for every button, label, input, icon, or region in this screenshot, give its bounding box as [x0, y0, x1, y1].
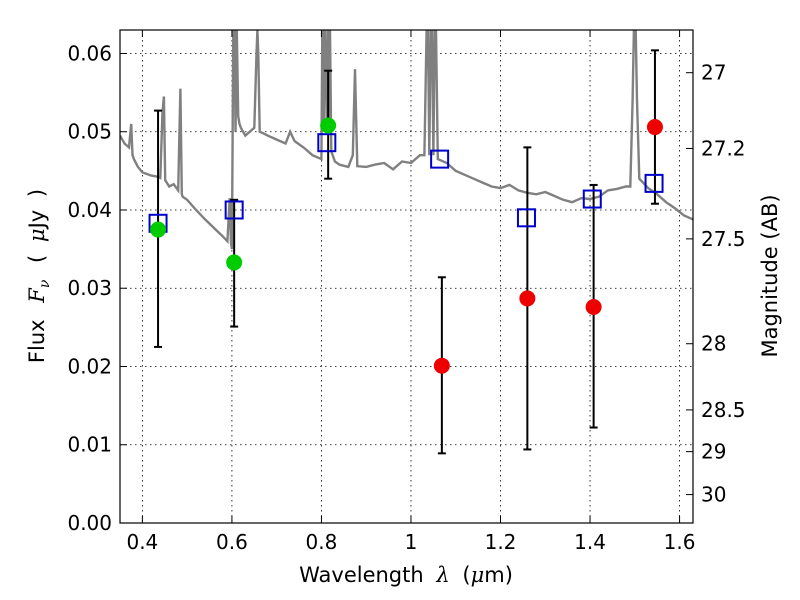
- x-tick-label: 1.4: [574, 530, 606, 554]
- x-tick-label: 0.4: [126, 530, 158, 554]
- y-tick-label: 0.00: [67, 511, 112, 535]
- x-tick-label: 1.6: [664, 530, 696, 554]
- model-photometry-square: [644, 173, 664, 193]
- grid: [120, 30, 693, 524]
- nondetection-point: [433, 357, 450, 374]
- x-axis-label: Wavelength λ (μm): [299, 563, 513, 587]
- nondetection-point: [585, 299, 602, 316]
- model-photometry-square: [224, 200, 244, 220]
- detection-point: [226, 254, 243, 271]
- nondetection-point: [519, 290, 536, 307]
- sed-model-line: [120, 30, 693, 250]
- detection-point: [150, 221, 167, 238]
- y-tick-label: 0.02: [67, 354, 112, 378]
- mag-tick-label: 27.2: [701, 136, 746, 160]
- mag-tick-label: 28: [701, 332, 726, 356]
- x-tick-label: 1.2: [485, 530, 517, 554]
- mag-tick-label: 28.5: [701, 398, 746, 422]
- markers: [148, 49, 664, 455]
- mag-tick-label: 30: [701, 483, 726, 507]
- model-photometry-square: [317, 133, 337, 153]
- mag-tick-label: 27.5: [701, 227, 746, 251]
- y-axis-label: Flux Fν ( μJy ): [25, 189, 54, 363]
- y2-axis-label: Magnitude (AB): [758, 194, 782, 357]
- nondetection-point: [646, 119, 663, 136]
- axis-ticks: 0.4 0.6 0.8 1 1.2 1.4 1.6 0.00 0.01 0.02 0.03 0.04 0…: [67, 30, 746, 554]
- model-photometry-square: [516, 208, 536, 228]
- x-tick-label: 1: [405, 530, 418, 554]
- x-tick-label: 0.8: [306, 530, 338, 554]
- y-tick-label: 0.04: [67, 198, 112, 222]
- plot-area: [120, 30, 693, 250]
- mag-tick-label: 29: [701, 440, 726, 464]
- model-photometry-square: [430, 149, 450, 169]
- y-tick-label: 0.01: [67, 433, 112, 457]
- x-tick-label: 0.6: [216, 530, 248, 554]
- model-photometry-square: [582, 189, 602, 209]
- y-tick-label: 0.06: [67, 41, 112, 65]
- detection-point: [320, 117, 337, 134]
- y-tick-label: 0.03: [67, 276, 112, 300]
- y-tick-label: 0.05: [67, 120, 112, 144]
- plot-frame: [119, 29, 694, 524]
- mag-tick-label: 27: [701, 61, 726, 85]
